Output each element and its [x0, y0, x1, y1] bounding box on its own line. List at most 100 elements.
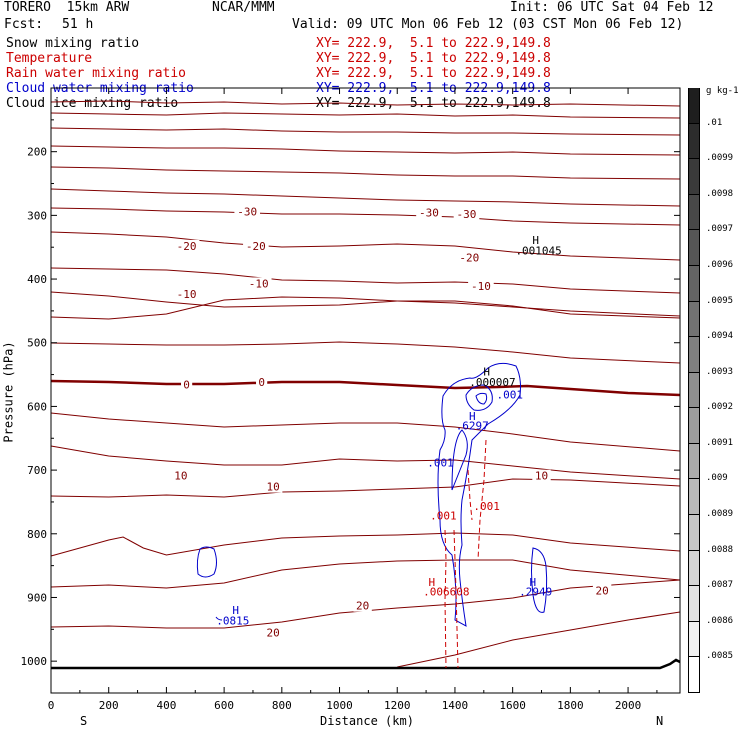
colorbar-tick-label: .0097	[706, 224, 734, 235]
x-tick-label: 600	[214, 699, 234, 712]
temperature-label: 0	[183, 379, 190, 392]
y-axis-label: Pressure (hPa)	[1, 341, 16, 443]
cloud-water-contour	[475, 392, 488, 405]
temperature-label: 10	[267, 481, 280, 494]
center-title: NCAR/MMM	[212, 0, 275, 15]
temperature-label: 20	[267, 626, 280, 639]
temperature-contours	[50, 100, 681, 670]
colorbar-tick-label: .0092	[706, 402, 734, 413]
legend-snow: Snow mixing ratio	[6, 36, 140, 51]
legend-rain: Rain water mixing ratio	[6, 66, 187, 81]
x-tick-label: 1200	[384, 699, 411, 712]
x-tick-label: 1000	[326, 699, 353, 712]
fcst-label: Fcst:	[4, 17, 44, 32]
colorbar-tick-label: .0088	[706, 544, 734, 555]
y-tick-label: 1000	[21, 655, 48, 668]
maximum-label: .001	[473, 500, 500, 513]
colorbar-cell	[688, 301, 700, 338]
temperature-label: 20	[595, 584, 608, 597]
legend-cloud-ice-xy: XY= 222.9, 5.1 to 222.9,149.8	[316, 96, 551, 111]
colorbar-tick-label: .0093	[706, 366, 734, 377]
isotherm-line	[50, 145, 681, 156]
legend-temperature-xy: XY= 222.9, 5.1 to 222.9,149.8	[316, 51, 551, 66]
model-title: TORERO 15km ARW	[4, 0, 130, 15]
x-tick-label: 2000	[615, 699, 642, 712]
temperature-label: 10	[174, 470, 187, 483]
colorbar-tick-label: .0098	[706, 188, 734, 199]
isotherm-line	[50, 532, 681, 557]
label-bg	[173, 288, 200, 301]
temperature-label: -10	[471, 280, 491, 293]
cloud-water-contour	[196, 546, 217, 578]
isotherm-line	[50, 207, 681, 226]
temperature-label: -30	[457, 208, 477, 221]
y-tick-label: 700	[27, 464, 47, 477]
y-tick-label: 500	[27, 337, 47, 350]
x-tick-label: 1600	[499, 699, 526, 712]
legend-cloud-ice: Cloud ice mixing ratio	[6, 96, 179, 111]
label-bg	[592, 584, 612, 597]
maximum-label: H	[532, 234, 539, 247]
colorbar-cell	[688, 372, 700, 409]
surface-line	[51, 658, 681, 670]
isotherm-line	[50, 188, 681, 207]
colorbar-tick-label: .0096	[706, 259, 734, 270]
maximum-label: .2949	[519, 586, 552, 599]
label-bg	[353, 599, 372, 612]
label-bg	[171, 469, 191, 482]
colorbar-tick-label: .0094	[706, 331, 734, 342]
colorbar-cell	[688, 515, 700, 551]
rain-water-contour	[477, 439, 487, 561]
x-tick-label: 1800	[557, 699, 584, 712]
cloud-water-contour	[451, 429, 468, 491]
x-tick-label: 200	[99, 699, 119, 712]
colorbar-tick-label: .01	[706, 117, 723, 128]
chart-marks: 0 200 400 600 800 1000 1200 1400 1600 1800 2000200…	[21, 88, 680, 712]
temperature-label: 20	[356, 600, 369, 613]
maximum-label: .6297	[456, 420, 489, 433]
temperature-label: -30	[419, 207, 439, 220]
maximum-label: H	[232, 604, 239, 617]
x-tick-label: 0	[48, 699, 55, 712]
isotherm-line	[50, 478, 681, 498]
colorbar-tick-label: .0099	[706, 153, 734, 164]
x-axis-label: Distance (km)	[320, 714, 414, 728]
y-tick-label: 900	[27, 591, 47, 604]
label-bg	[234, 205, 261, 218]
temperature-label: -10	[249, 277, 269, 290]
legend-temperature: Temperature	[6, 51, 93, 66]
isotherm-line	[50, 412, 681, 452]
colorbar-tick-label: .0089	[706, 509, 734, 520]
y-tick-label: 600	[27, 400, 47, 413]
maximum-label: .001	[430, 509, 457, 522]
temperature-label: -20	[459, 251, 479, 264]
valid-time: Valid: 09 UTC Mon 06 Feb 12 (03 CST Mon …	[292, 17, 684, 32]
fcst-hours: 51 h	[62, 17, 94, 32]
colorbar-cell	[688, 123, 700, 160]
maximum-label: .0815	[216, 614, 249, 627]
x-tick-label: 400	[156, 699, 176, 712]
isotherm-line	[50, 267, 681, 294]
colorbar-cell	[688, 159, 700, 195]
freezing-level-line	[50, 379, 681, 397]
colorbar-unit: g kg-1	[706, 86, 739, 96]
label-bg	[263, 626, 283, 639]
isotherm-line	[397, 611, 681, 668]
isotherm-line	[50, 291, 681, 319]
y-tick-label: 400	[27, 273, 47, 286]
endpoint-left: S	[80, 714, 88, 728]
y-tick-label: 300	[27, 209, 47, 222]
temperature-label: 10	[535, 470, 548, 483]
isotherm-line	[50, 559, 681, 589]
maximum-label: H	[469, 410, 476, 423]
label-bg	[256, 376, 268, 389]
maximum-label: .000007	[469, 376, 515, 389]
legend-rain-xy: XY= 222.9, 5.1 to 222.9,149.8	[316, 66, 551, 81]
colorbar-cell	[688, 408, 700, 444]
rain-water-contour	[453, 529, 459, 669]
colorbar-tick-label: .0085	[706, 651, 734, 662]
cloud-water-contour	[531, 547, 548, 613]
colorbar-cell	[688, 230, 700, 266]
isotherm-line	[50, 166, 681, 180]
